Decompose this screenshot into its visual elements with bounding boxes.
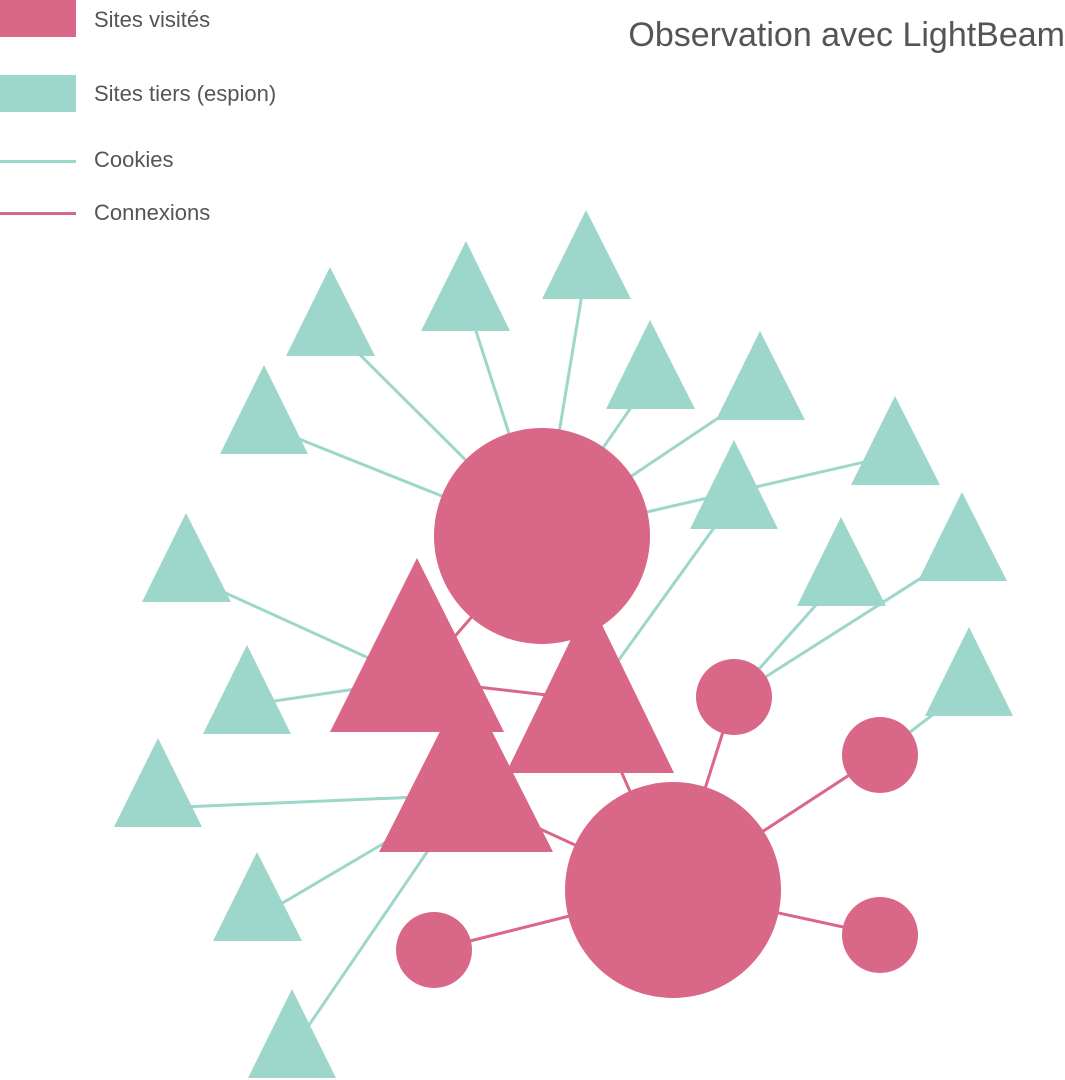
third-party-node [690,440,778,529]
third-party-node [142,513,231,602]
legend-label-cookies: Cookies [94,147,174,172]
third-party-node [248,989,336,1078]
visited-site-node [434,428,650,644]
visited-swatch [0,0,76,37]
third-party-node [220,365,308,454]
visited-nodes [330,428,918,998]
visited-site-node [842,717,918,793]
third-party-node [213,852,302,941]
legend-label-third-party: Sites tiers (espion) [94,81,277,106]
visited-site-node [379,680,553,852]
legend-label-connections: Connexions [94,200,211,225]
third-party-node [421,241,510,331]
visited-site-node [565,782,781,998]
third-party-node [851,396,940,485]
visited-site-node [506,600,674,773]
third-party-node [203,645,291,734]
visited-site-node [330,558,504,732]
third-party-nodes [114,210,1013,1078]
third-party-node [918,492,1007,581]
third-party-node [797,517,886,606]
third-party-node [925,627,1013,716]
legend-label-visited: Sites visités [94,7,211,32]
cookie-line-swatch [0,160,76,163]
third-party-node [606,320,695,409]
third-party-swatch [0,75,76,112]
third-party-node [716,331,805,420]
third-party-node [114,738,202,827]
diagram-title: Observation avec LightBeam [628,16,1065,54]
third-party-node [542,210,631,299]
visited-site-node [696,659,772,735]
visited-site-node [842,897,918,973]
third-party-node [286,267,375,356]
connection-line-swatch [0,212,76,215]
visited-site-node [396,912,472,988]
